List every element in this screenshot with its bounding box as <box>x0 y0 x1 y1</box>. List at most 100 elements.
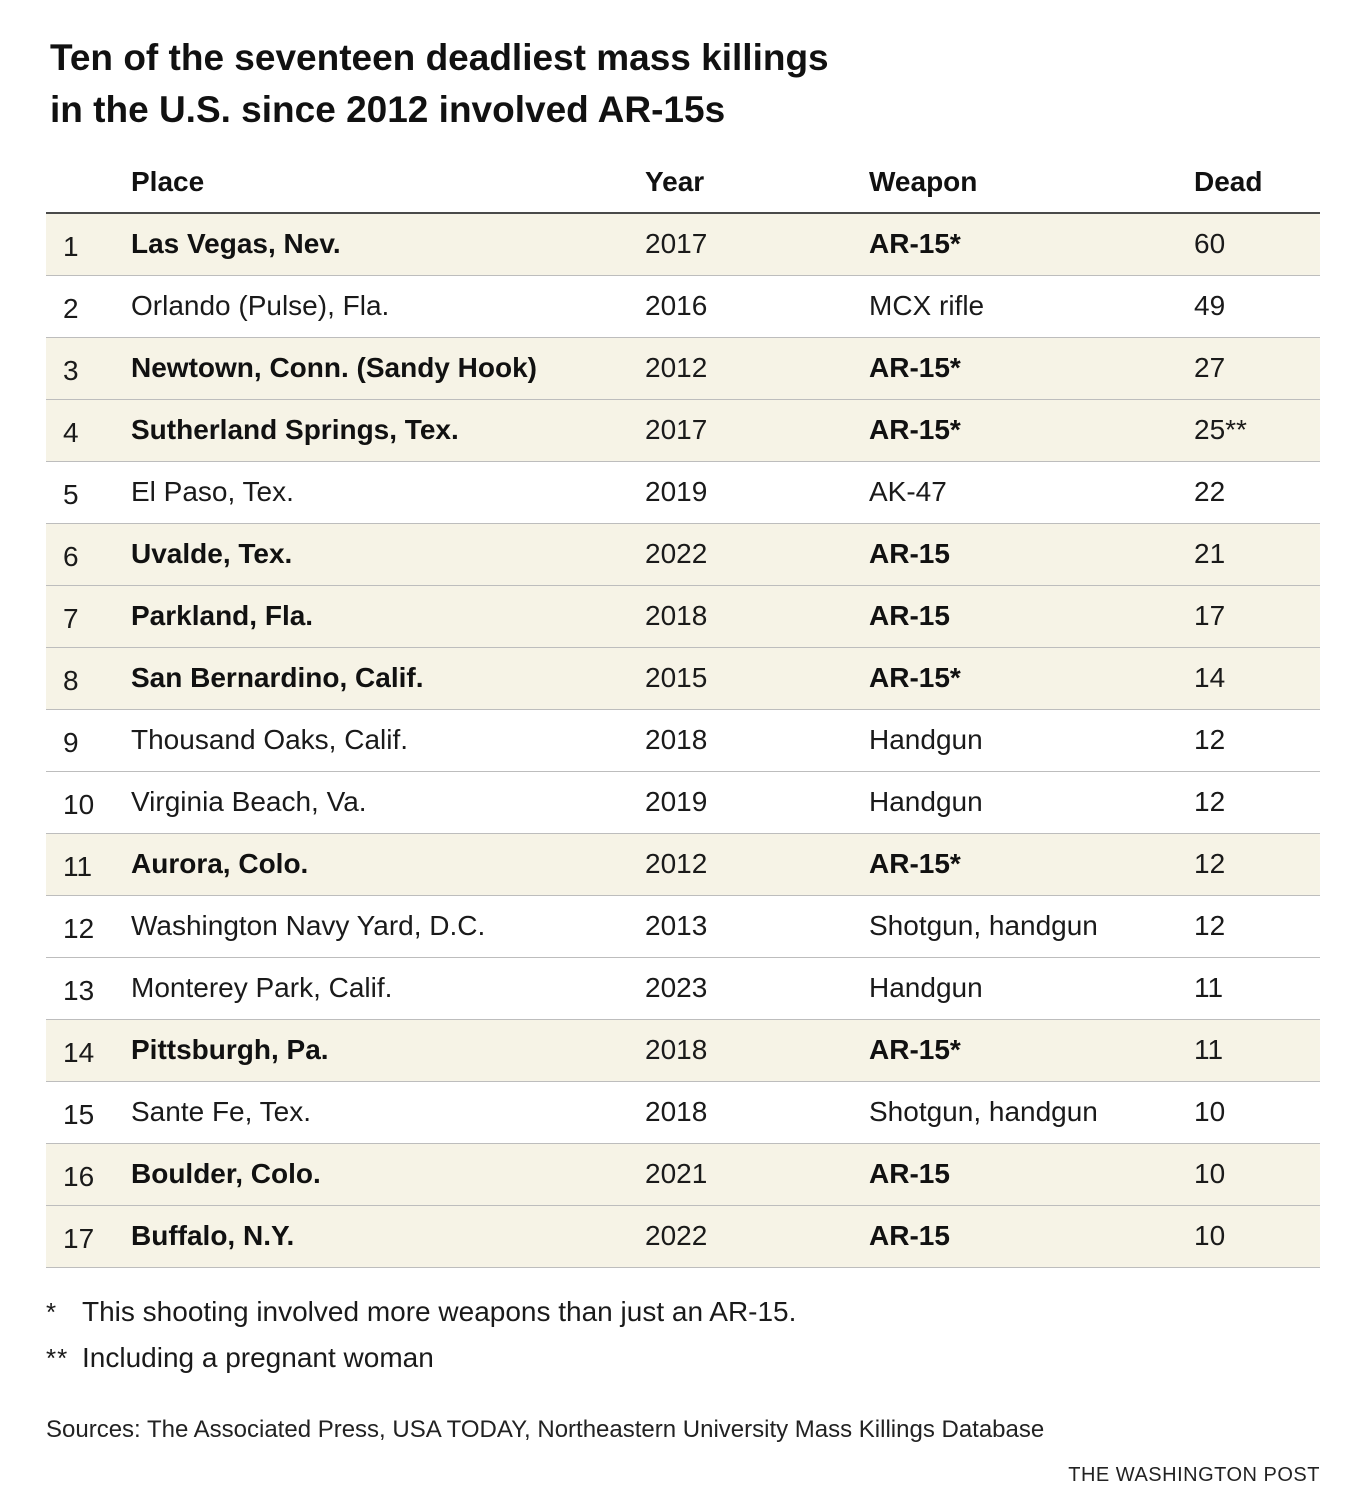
footnote-2-text: Including a pregnant woman <box>82 1342 434 1373</box>
table-row: 4 Sutherland Springs, Tex. 2017 AR-15* 25** <box>46 400 1320 462</box>
place-cell: Sutherland Springs, Tex. <box>131 414 459 445</box>
table-row: 9 Thousand Oaks, Calif. 2018 Handgun 12 <box>46 710 1320 772</box>
footnote-1-mark: * <box>46 1297 57 1327</box>
year-cell: 2012 <box>645 352 708 383</box>
year-cell: 2023 <box>645 972 708 1003</box>
table-row: 13 Monterey Park, Calif. 2023 Handgun 11 <box>46 958 1320 1020</box>
rank-cell: 7 <box>63 603 79 634</box>
sources-line: Sources: The Associated Press, USA TODAY… <box>46 1416 1045 1443</box>
weapon-cell: AR-15* <box>869 1034 961 1065</box>
header-weapon: Weapon <box>869 166 978 197</box>
header-place: Place <box>131 166 205 197</box>
place-cell: Parkland, Fla. <box>131 600 314 631</box>
rank-cell: 14 <box>63 1037 95 1068</box>
rank-cell: 3 <box>63 355 79 386</box>
year-cell: 2017 <box>645 414 708 445</box>
killings-table: Place Year Weapon Dead 1 Las Vegas, Nev. 2… <box>46 154 1320 1268</box>
footnotes: * This shooting involved more weapons tha… <box>46 1296 796 1388</box>
place-cell: Newtown, Conn. (Sandy Hook) <box>131 352 537 383</box>
rank-cell: 5 <box>63 479 79 510</box>
table-row: 11 Aurora, Colo. 2012 AR-15* 12 <box>46 834 1320 896</box>
dead-cell: 27 <box>1194 352 1226 383</box>
dead-cell: 10 <box>1194 1220 1226 1251</box>
rank-cell: 8 <box>63 665 79 696</box>
place-cell: Aurora, Colo. <box>131 848 309 879</box>
year-cell: 2018 <box>645 1034 708 1065</box>
year-cell: 2018 <box>645 724 708 755</box>
rank-cell: 11 <box>63 851 93 882</box>
place-cell: Pittsburgh, Pa. <box>131 1034 329 1065</box>
rank-cell: 12 <box>63 913 95 944</box>
dead-cell: 22 <box>1194 476 1226 507</box>
place-cell: Monterey Park, Calif. <box>131 972 393 1003</box>
footnote-1: * This shooting involved more weapons tha… <box>46 1296 796 1342</box>
dead-cell: 12 <box>1194 724 1226 755</box>
dead-cell: 49 <box>1194 290 1226 321</box>
table-row: 7 Parkland, Fla. 2018 AR-15 17 <box>46 586 1320 648</box>
table-row: 5 El Paso, Tex. 2019 AK-47 22 <box>46 462 1320 524</box>
dead-cell: 17 <box>1194 600 1226 631</box>
table-row: 17 Buffalo, N.Y. 2022 AR-15 10 <box>46 1206 1320 1268</box>
weapon-cell: AR-15* <box>869 352 961 383</box>
rank-cell: 15 <box>63 1099 95 1130</box>
table-row: 8 San Bernardino, Calif. 2015 AR-15* 14 <box>46 648 1320 710</box>
table-header: Place Year Weapon Dead <box>46 154 1320 214</box>
weapon-cell: AR-15* <box>869 848 961 879</box>
year-cell: 2018 <box>645 1096 708 1127</box>
rank-cell: 13 <box>63 975 95 1006</box>
year-cell: 2022 <box>645 1220 708 1251</box>
header-dead: Dead <box>1194 166 1263 197</box>
dead-cell: 11 <box>1194 972 1224 1003</box>
weapon-cell: Handgun <box>869 724 983 755</box>
weapon-cell: Shotgun, handgun <box>869 910 1098 941</box>
weapon-cell: MCX rifle <box>869 290 985 321</box>
place-cell: Washington Navy Yard, D.C. <box>131 910 486 941</box>
year-cell: 2013 <box>645 910 708 941</box>
year-cell: 2018 <box>645 600 708 631</box>
year-cell: 2022 <box>645 538 708 569</box>
year-cell: 2019 <box>645 786 708 817</box>
dead-cell: 25** <box>1194 414 1247 445</box>
place-cell: Sante Fe, Tex. <box>131 1096 312 1127</box>
rank-cell: 16 <box>63 1161 95 1192</box>
year-cell: 2021 <box>645 1158 708 1189</box>
table-row: 1 Las Vegas, Nev. 2017 AR-15* 60 <box>46 214 1320 276</box>
chart-title: Ten of the seventeen deadliest mass kill… <box>50 32 1150 136</box>
footnote-1-text: This shooting involved more weapons than… <box>82 1296 797 1327</box>
weapon-cell: AR-15 <box>869 538 950 569</box>
weapon-cell: Shotgun, handgun <box>869 1096 1098 1127</box>
rank-cell: 6 <box>63 541 79 572</box>
weapon-cell: AR-15* <box>869 662 961 693</box>
publisher-credit: THE WASHINGTON POST <box>1068 1464 1320 1486</box>
weapon-cell: AR-15 <box>869 1220 950 1251</box>
footnote-2-mark: ** <box>46 1343 69 1373</box>
dead-cell: 21 <box>1194 538 1226 569</box>
year-cell: 2019 <box>645 476 708 507</box>
place-cell: El Paso, Tex. <box>131 476 294 507</box>
dead-cell: 12 <box>1194 786 1226 817</box>
rank-cell: 1 <box>63 231 79 262</box>
rank-cell: 9 <box>63 727 79 758</box>
weapon-cell: AR-15 <box>869 600 950 631</box>
table-row: 15 Sante Fe, Tex. 2018 Shotgun, handgun 10 <box>46 1082 1320 1144</box>
place-cell: Thousand Oaks, Calif. <box>131 724 409 755</box>
rank-cell: 10 <box>63 789 95 820</box>
weapon-cell: AR-15* <box>869 414 961 445</box>
table-row: 6 Uvalde, Tex. 2022 AR-15 21 <box>46 524 1320 586</box>
place-cell: Uvalde, Tex. <box>131 538 293 569</box>
table-row: 14 Pittsburgh, Pa. 2018 AR-15* 11 <box>46 1020 1320 1082</box>
table-row: 2 Orlando (Pulse), Fla. 2016 MCX rifle 49 <box>46 276 1320 338</box>
dead-cell: 12 <box>1194 848 1226 879</box>
weapon-cell: AR-15* <box>869 228 961 259</box>
title-line-1: Ten of the seventeen deadliest mass kill… <box>50 37 829 78</box>
place-cell: Virginia Beach, Va. <box>131 786 367 817</box>
dead-cell: 14 <box>1194 662 1226 693</box>
year-cell: 2015 <box>645 662 708 693</box>
year-cell: 2016 <box>645 290 708 321</box>
footnote-2: ** Including a pregnant woman <box>46 1342 796 1388</box>
weapon-cell: AR-15 <box>869 1158 950 1189</box>
year-cell: 2017 <box>645 228 708 259</box>
rank-cell: 17 <box>63 1223 95 1254</box>
dead-cell: 60 <box>1194 228 1226 259</box>
dead-cell: 10 <box>1194 1096 1226 1127</box>
